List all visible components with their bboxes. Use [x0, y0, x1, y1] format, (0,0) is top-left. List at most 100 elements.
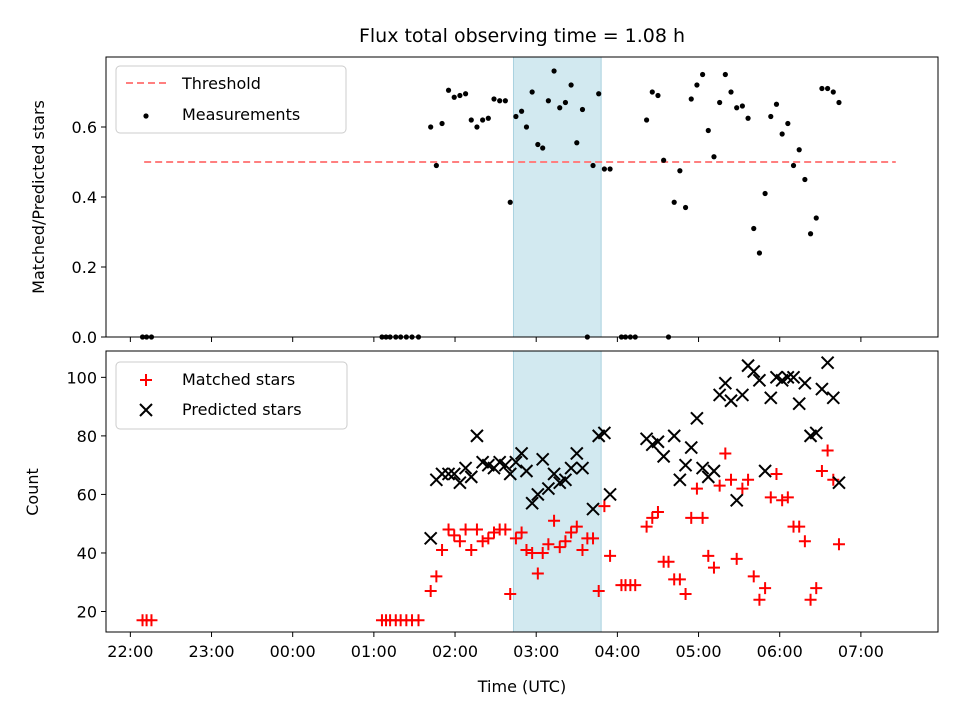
predicted-star-point	[667, 429, 681, 443]
matched-star-point	[747, 570, 760, 583]
panel-bottom: 22:00 23:00 00:00 01:00 02:00 03:00 04:00 05:00…	[23, 350, 939, 696]
matched-star-point	[504, 587, 517, 600]
predicted-star-point	[690, 411, 704, 426]
measurement-point	[682, 204, 689, 211]
y-tick-label: 0.2	[72, 258, 97, 277]
measurement-point	[745, 115, 751, 121]
matched-star-point	[662, 555, 675, 568]
panel-top: 0.0 0.2 0.4 0.6 Matched/Predicted stars Thr…	[29, 56, 939, 347]
x-tick-label: 23:00	[188, 642, 234, 661]
measurement-point	[751, 225, 757, 232]
measurement-point	[705, 127, 711, 134]
matched-star-point	[459, 523, 472, 536]
measurement-point	[523, 124, 530, 130]
x-axis-label: Time (UTC)	[477, 677, 566, 696]
measurement-point	[717, 99, 723, 106]
matched-star-point	[770, 467, 783, 480]
measurement-point	[433, 162, 439, 169]
matched-star-point	[832, 538, 845, 551]
matched-star-point	[719, 447, 732, 460]
matched-star-point	[736, 482, 749, 495]
predicted-star-point	[684, 440, 698, 455]
measurement-point	[661, 157, 667, 163]
measurement-point	[497, 98, 503, 104]
y-tick-label: 40	[77, 544, 97, 563]
predicted-star-point	[673, 473, 687, 487]
x-tick-label: 06:00	[757, 642, 803, 661]
measurement-point	[601, 166, 607, 172]
matched-star-point	[465, 544, 478, 557]
predicted-star-point	[447, 467, 461, 481]
predicted-star-point	[729, 493, 744, 507]
predicted-star-point	[458, 461, 473, 475]
predicted-star-point	[423, 531, 438, 546]
measurement-point	[756, 250, 763, 256]
measurement-point	[607, 166, 613, 172]
x-tick-label: 05:00	[675, 642, 721, 661]
top-plot-frame	[105, 56, 939, 338]
predicted-star-point	[435, 467, 449, 481]
predicted-star-point	[441, 467, 456, 481]
matched-star-point	[707, 561, 720, 574]
matched-star-point	[713, 479, 726, 492]
predicted-star-point	[781, 370, 795, 385]
measurement-point	[819, 85, 825, 92]
x-tick-label: 07:00	[838, 642, 884, 661]
predicted-star-point	[453, 476, 467, 490]
bottom-y-axis-label: Count	[23, 468, 42, 516]
legend-measurements-label: Measurements	[182, 105, 300, 124]
matched-star-point	[776, 494, 789, 507]
bottom-legend-box	[115, 361, 348, 430]
measurement-point	[796, 147, 802, 153]
matched-star-point	[548, 514, 561, 527]
measurement-point	[428, 124, 434, 130]
matched-star-point	[781, 491, 794, 504]
matched-star-point	[476, 535, 489, 548]
predicted-star-point	[509, 455, 523, 469]
predicted-star-point	[464, 470, 478, 484]
predicted-star-point	[832, 476, 846, 490]
measurement-point	[813, 215, 819, 221]
measurement-point	[762, 190, 768, 197]
measurement-point	[574, 140, 580, 146]
measurement-point	[802, 176, 808, 183]
highlight-span-top	[512, 56, 602, 338]
bottom-axis-ticks: 22:00 23:00 00:00 01:00 02:00 03:00 04:00 05:00…	[66, 368, 883, 661]
measurement-point	[734, 105, 740, 111]
measurement-point	[518, 108, 525, 114]
matched-star-point	[576, 544, 589, 557]
matched-star-point	[798, 535, 811, 548]
matched-star-point	[673, 573, 686, 586]
matched-star-point	[412, 614, 425, 627]
matched-star-point	[598, 500, 611, 513]
measurement-point	[562, 99, 569, 106]
matched-star-point	[753, 593, 766, 606]
predicted-star-point	[519, 464, 534, 478]
matched-star-point	[810, 582, 823, 595]
matched-star-point	[487, 526, 500, 539]
predicted-star-point	[752, 373, 767, 387]
matched-star-point	[448, 529, 461, 542]
matched-star-point	[430, 570, 443, 583]
measurement-point	[694, 82, 700, 88]
predicted-star-point	[656, 449, 671, 464]
measurement-point	[529, 89, 535, 95]
matched-star-point	[453, 535, 466, 548]
measurement-point	[830, 89, 836, 95]
matched-star-point	[725, 473, 738, 486]
measurement-point	[807, 231, 814, 237]
top-plot-marks	[139, 68, 896, 340]
matched-star-point	[793, 520, 806, 533]
predicted-star-point	[586, 502, 600, 516]
measurement-point	[649, 89, 655, 95]
y-tick-label: 0.6	[72, 118, 97, 137]
predicted-star-point	[541, 481, 556, 496]
highlight-span-bottom	[512, 350, 602, 633]
x-tick-label: 00:00	[270, 642, 316, 661]
x-tick-label: 01:00	[351, 642, 397, 661]
predicted-star-point	[570, 446, 584, 461]
predicted-star-point	[558, 473, 573, 487]
measurement-point	[825, 85, 831, 92]
matched-star-point	[509, 532, 522, 545]
predicted-star-point	[809, 426, 823, 440]
